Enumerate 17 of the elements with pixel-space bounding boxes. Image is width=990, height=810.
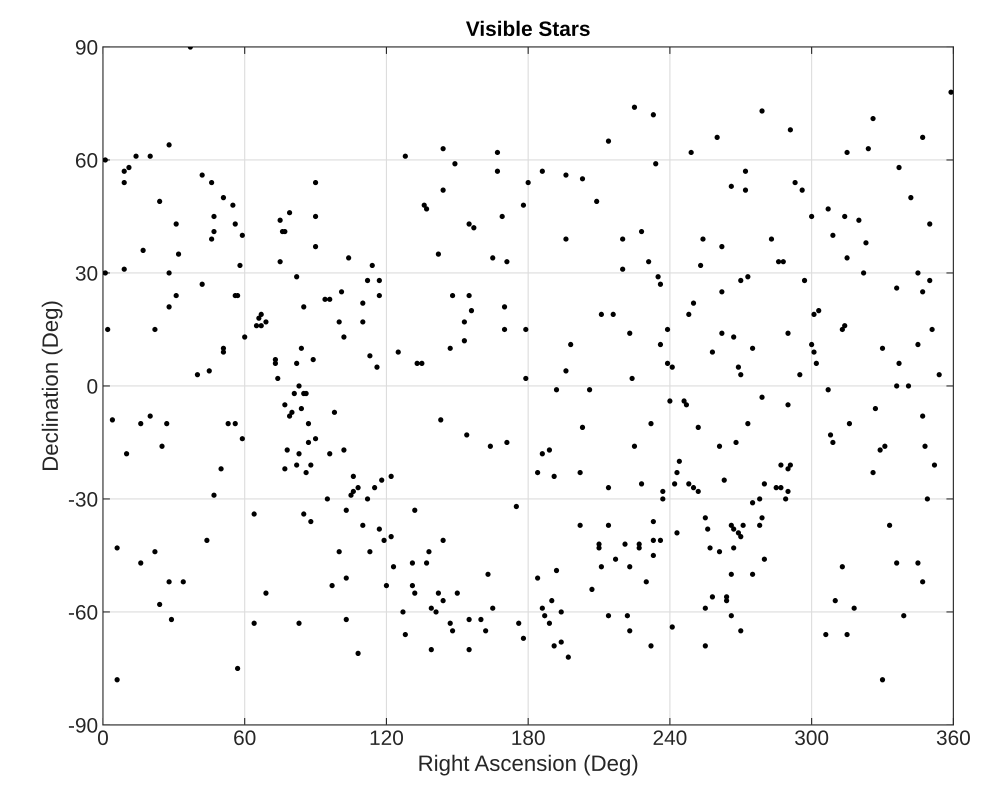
- x-tick-label: 120: [370, 730, 403, 746]
- x-tick-label: 60: [234, 730, 256, 746]
- x-axis-title: Right Ascension (Deg): [419, 754, 638, 776]
- y-axis-title: Declination (Deg): [42, 302, 62, 470]
- x-tick-label: 360: [936, 730, 970, 746]
- y-tick-label: 30: [76, 266, 98, 281]
- y-tick-label: 60: [76, 152, 98, 168]
- x-tick-label: 240: [654, 730, 686, 746]
- y-tick-label: 90: [76, 40, 98, 55]
- x-tick-label: 300: [795, 730, 828, 746]
- y-tick-label: 0: [87, 378, 98, 394]
- chart-title: Visible Stars: [466, 20, 590, 36]
- y-tick-label: -90: [68, 718, 98, 733]
- y-tick-label: -30: [68, 492, 98, 507]
- x-tick-label: 180: [512, 730, 545, 746]
- x-tick-label: 0: [98, 730, 108, 746]
- y-tick-label: -60: [68, 604, 98, 620]
